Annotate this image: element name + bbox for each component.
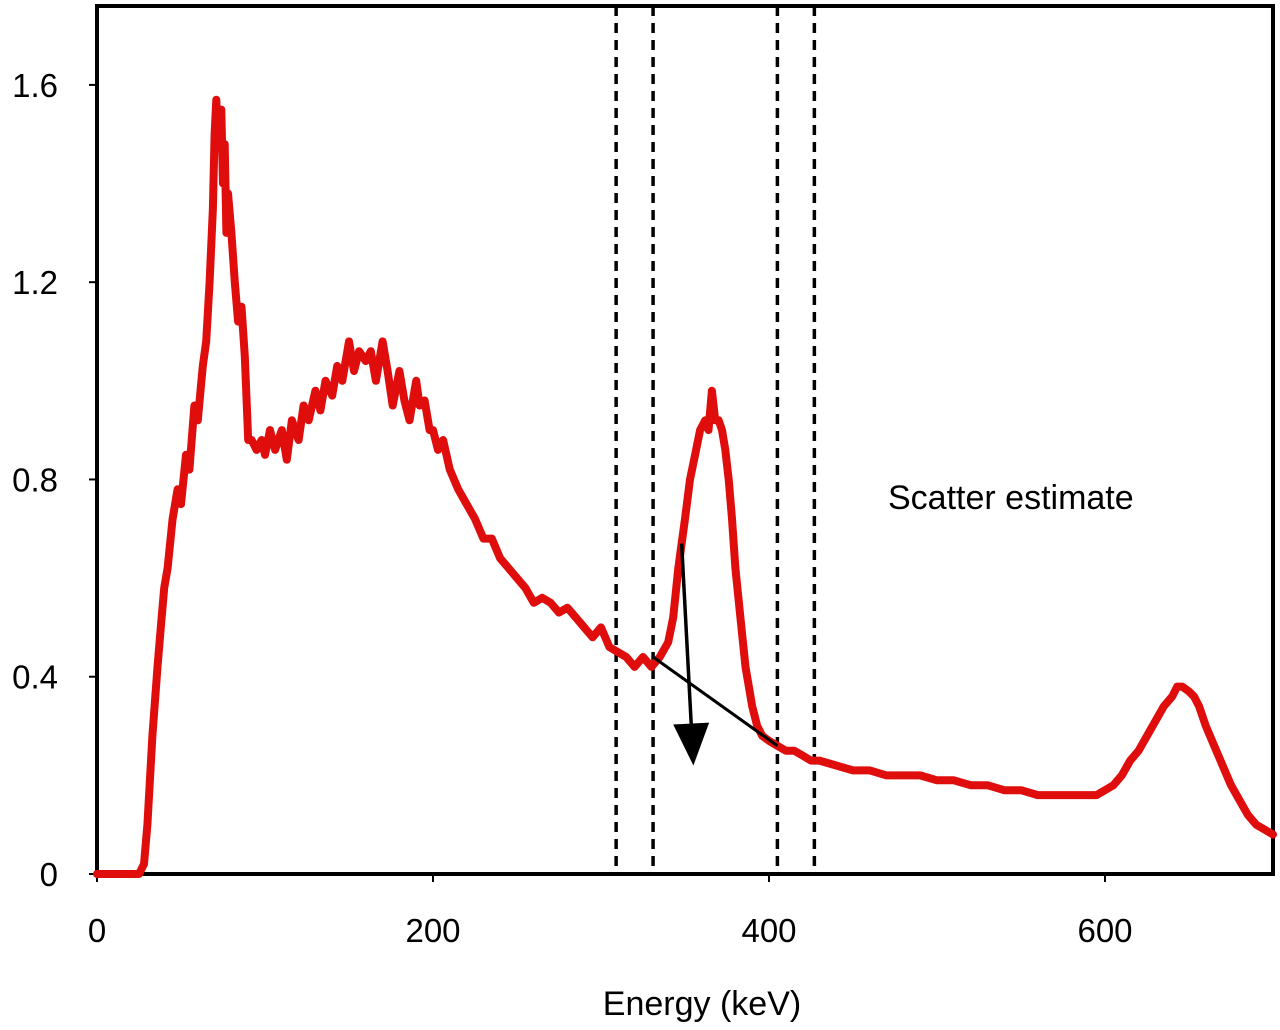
y-tick-label: 0.4 xyxy=(12,659,58,696)
annotation-group: Scatter estimate xyxy=(652,479,1134,766)
plot-frame xyxy=(95,4,1275,876)
y-tick-label: 0.8 xyxy=(12,461,58,498)
x-tick-label: 0 xyxy=(88,912,106,949)
series-group xyxy=(93,95,1277,878)
annotation-arrow-shaft xyxy=(679,543,693,724)
reference-lines xyxy=(614,6,817,874)
x-axis-ticks: 0 200 400 600 xyxy=(88,874,1133,949)
y-axis-ticks: 0 0.4 0.8 1.2 1.6 xyxy=(12,67,97,893)
scatter-estimate-line xyxy=(652,655,779,747)
y-tick-label: 1.6 xyxy=(12,67,58,104)
spectrum-line xyxy=(93,95,1277,878)
x-tick-label: 600 xyxy=(1077,912,1132,949)
annotation-arrow-head xyxy=(673,722,710,766)
x-axis-label: Energy (keV) xyxy=(603,985,801,1023)
x-tick-label: 200 xyxy=(405,912,460,949)
annotation-label: Scatter estimate xyxy=(888,479,1134,517)
x-tick-label: 400 xyxy=(741,912,796,949)
y-tick-label: 0 xyxy=(40,856,58,893)
y-tick-label: 1.2 xyxy=(12,264,58,301)
